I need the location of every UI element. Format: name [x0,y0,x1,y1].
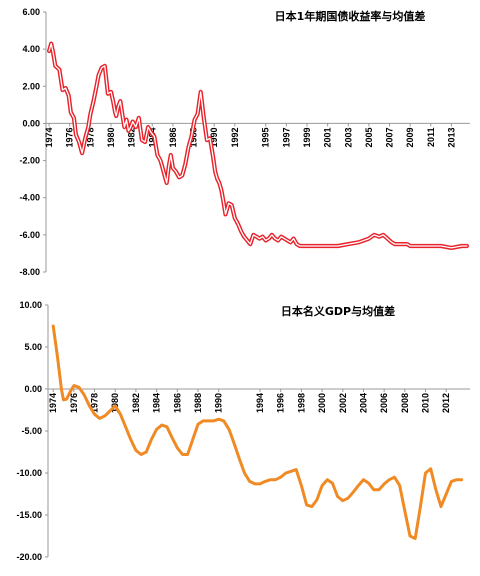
x-tick-label: 2001 [323,127,333,147]
x-tick-label: 1986 [172,393,182,413]
x-tick-label: 1992 [230,127,240,147]
y-tick-label: -8.00 [19,267,40,277]
x-tick-label: 1988 [193,393,203,413]
y-tick-label: 10.00 [19,300,42,310]
series-line-inner [48,42,468,249]
y-tick-label: 0.00 [22,118,40,128]
x-tick-label: 2006 [379,393,389,413]
x-tick-label: 1982 [127,127,137,147]
x-tick-label: 1974 [48,393,58,413]
chart-2-gdp-diff: 10.00 5.00 0.00 -5.00 -10.00 -15.00 -20.00 1974… [16,300,470,562]
y-tick-label: -6.00 [19,230,40,240]
x-tick-label: 1978 [85,127,95,147]
x-tick-label: 1990 [214,393,224,413]
x-tick-label: 1974 [44,127,54,147]
x-tick-label: 1980 [110,393,120,413]
x-tick-label: 2002 [338,393,348,413]
x-tick-label: 1980 [106,127,116,147]
x-tick-label: 1998 [296,393,306,413]
x-tick-label: 2012 [441,393,451,413]
x-tick-label: 1990 [209,127,219,147]
x-tick-label: 1984 [147,127,157,147]
x-tick-label: 1996 [276,393,286,413]
y-tick-label: -15.00 [16,510,42,520]
y-tick-label: -4.00 [19,193,40,203]
x-tick-label: 2000 [317,393,327,413]
chart-2-title: 日本名义GDP与均值差 [281,304,395,318]
y-tick-label: 5.00 [24,342,42,352]
x-tick-label: 2010 [421,393,431,413]
y-tick-label: 2.00 [22,81,40,91]
y-tick-label: -10.00 [16,468,42,478]
y-tick-label: -20.00 [16,552,42,562]
y-tick-label: 6.00 [22,7,40,17]
y-tick-label: 4.00 [22,44,40,54]
x-tick-label: 2011 [426,127,436,147]
x-tick-label: 1984 [152,393,162,413]
chart-1-yield-diff: 6.00 4.00 2.00 0.00 -2.00 -4.00 -6.00 -8.00 1974… [19,7,470,277]
x-tick-label: 2007 [385,127,395,147]
x-tick-label: 1999 [302,127,312,147]
chart-1-title: 日本1年期国债收益率与均值差 [275,9,426,23]
series-line [51,324,464,540]
x-tick-label: 2013 [446,127,456,147]
x-tick-label: 2004 [358,393,368,413]
x-tick-label: 2008 [400,393,410,413]
x-tick-label: 2003 [343,127,353,147]
x-tick-label: 1982 [131,393,141,413]
x-tick-label: 1978 [90,393,100,413]
x-tick-label: 1997 [281,127,291,147]
x-tick-label: 1986 [168,127,178,147]
x-tick-label: 2009 [405,127,415,147]
x-tick-label: 1976 [65,127,75,147]
y-tick-label: -2.00 [19,156,40,166]
x-tick-label: 1976 [69,393,79,413]
x-tick-label: 2005 [364,127,374,147]
y-tick-label: 0.00 [24,384,42,394]
x-tick-label: 1994 [255,393,265,413]
y-tick-label: -5.00 [21,426,42,436]
x-tick-label: 1988 [189,127,199,147]
x-tick-label: 1995 [261,127,271,147]
